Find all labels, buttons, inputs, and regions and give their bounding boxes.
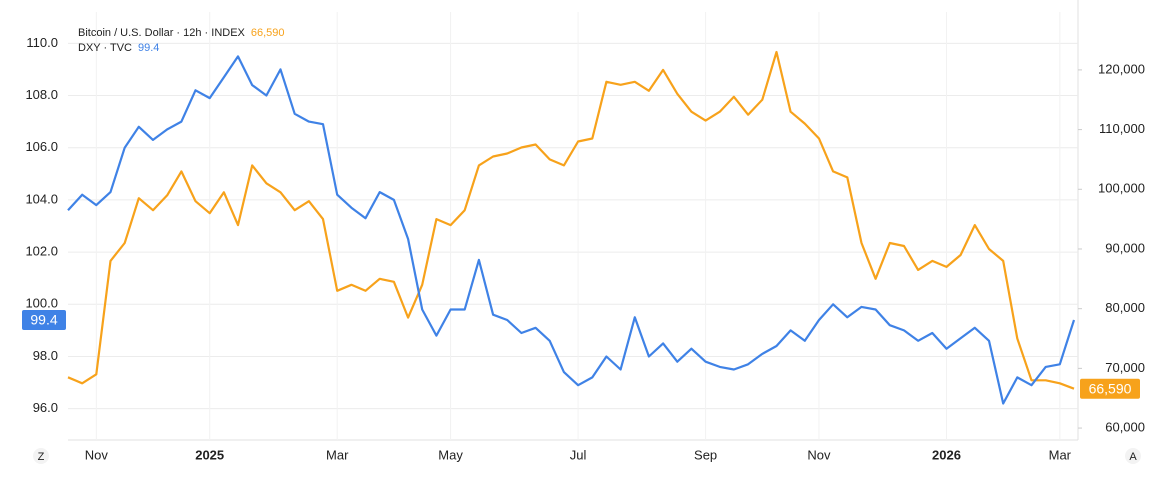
last-value-badge	[1080, 378, 1140, 399]
x-tick-label: Mar	[326, 447, 349, 462]
x-tick-label: Nov	[807, 447, 831, 462]
y-tick-label: 106.0	[25, 139, 58, 154]
y-tick-label: 110.0	[26, 35, 58, 50]
last-value-label: 99.4	[30, 312, 57, 328]
y-tick-label: 98.0	[33, 348, 58, 363]
y2-tick-label: 110,000	[1099, 121, 1145, 136]
y2-tick-label: 120,000	[1098, 61, 1145, 76]
y2-tick-label: 90,000	[1105, 240, 1145, 255]
x-tick-label: Sep	[694, 447, 717, 462]
x-tick-label: 2026	[932, 447, 961, 462]
series-line	[67, 55, 1076, 405]
x-tick-label: May	[438, 447, 463, 462]
y2-tick-label: 80,000	[1105, 300, 1145, 315]
y2-tick-label: 70,000	[1105, 360, 1145, 375]
grid	[68, 0, 1082, 441]
series-line	[67, 50, 1075, 390]
x-tick-label: Jul	[570, 447, 587, 462]
control-label[interactable]: Z	[38, 451, 45, 463]
legend-name: DXY · TVC	[78, 42, 132, 54]
y2-tick-label: 100,000	[1098, 181, 1145, 196]
y-tick-label: 104.0	[25, 191, 58, 206]
y2-tick-label: 60,000	[1105, 419, 1145, 434]
y-tick-label: 100.0	[25, 296, 58, 311]
last-value-label: 66,590	[1089, 380, 1132, 396]
x-tick-label: 2025	[195, 447, 224, 462]
x-tick-label: Nov	[85, 447, 109, 462]
legend-value: 99.4	[138, 42, 159, 54]
y-tick-label: 102.0	[25, 244, 58, 259]
legend-value: 66,590	[251, 27, 285, 39]
lines	[67, 50, 1076, 405]
control-button[interactable]	[1125, 448, 1141, 464]
control-button[interactable]	[33, 448, 49, 464]
y-tick-label: 96.0	[33, 400, 58, 415]
control-label[interactable]: A	[1129, 451, 1137, 463]
labels: 96.0 98.0 100.0 102.0 104.0 106.0 108.0 110.0 60…	[22, 27, 1145, 462]
x-tick-label: Mar	[1049, 447, 1072, 462]
last-value-badge	[22, 309, 66, 330]
legend-name: Bitcoin / U.S. Dollar · 12h · INDEX	[78, 27, 246, 39]
y-tick-label: 108.0	[25, 87, 58, 102]
